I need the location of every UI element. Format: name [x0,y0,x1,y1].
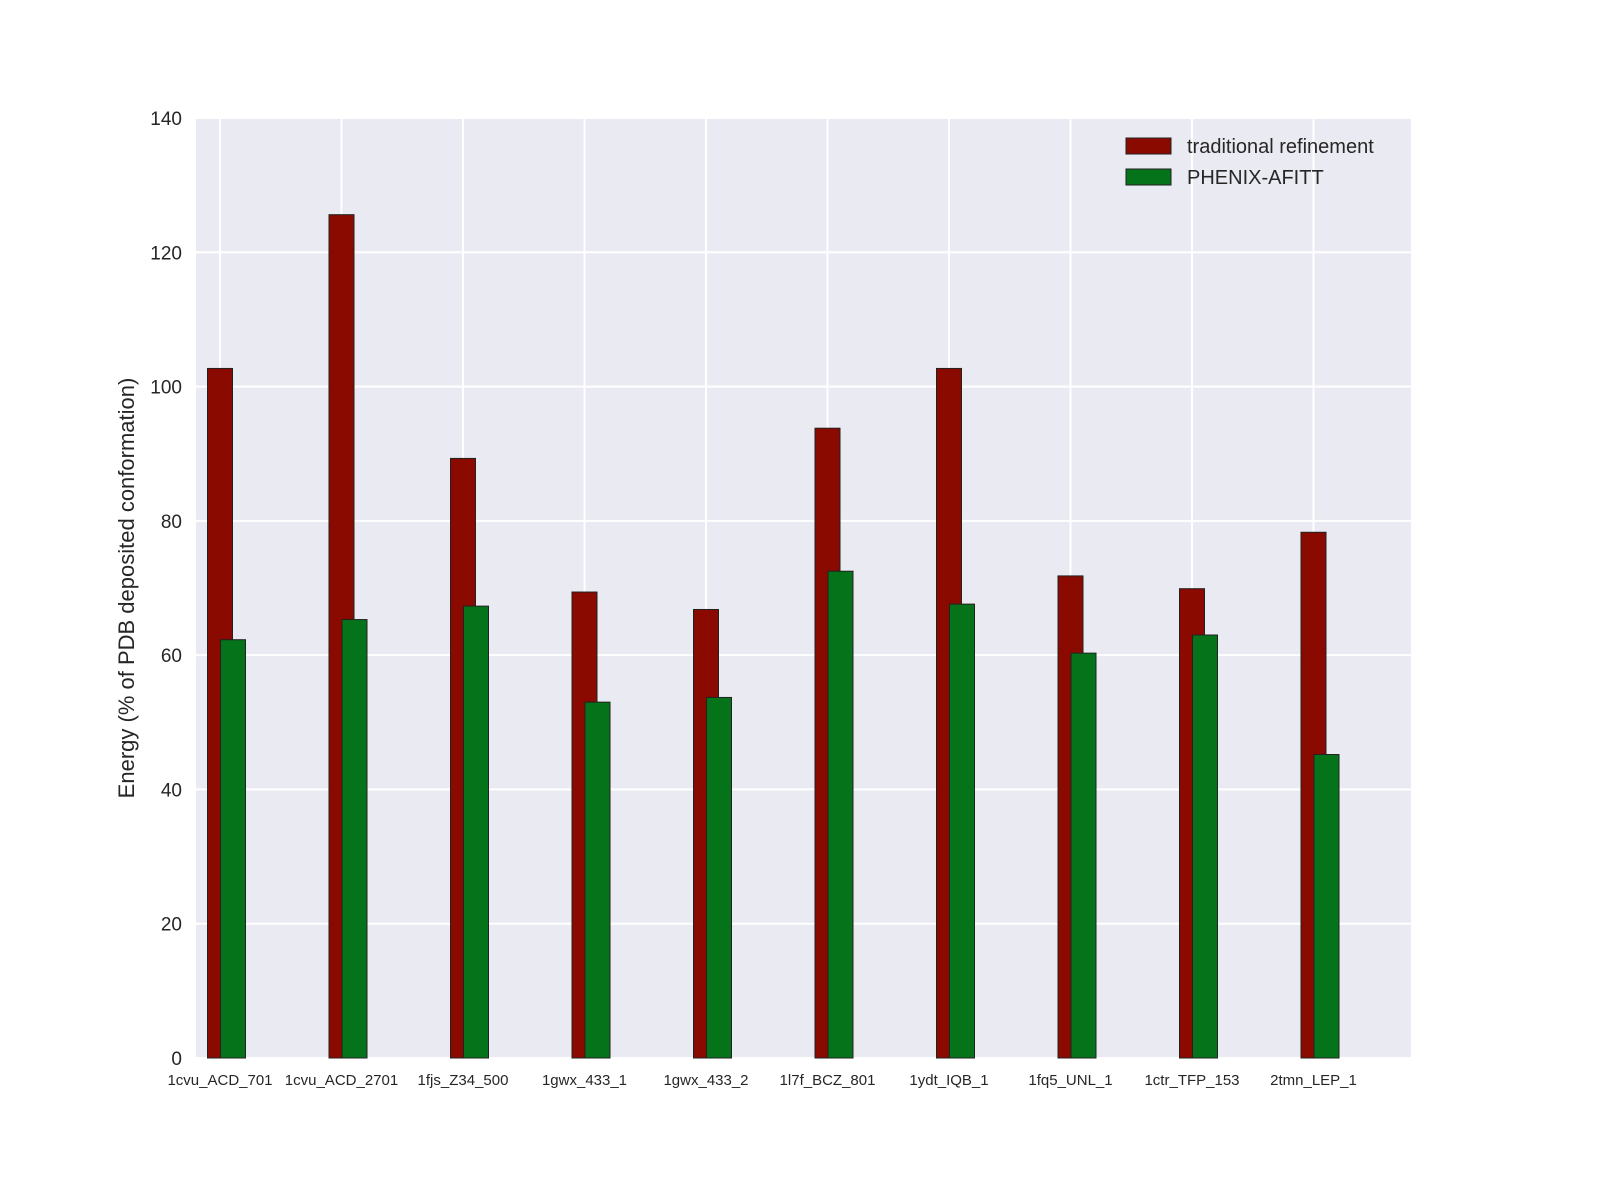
legend: traditional refinement PHENIX-AFITT [1125,136,1374,189]
y-tick-label: 80 [161,512,182,533]
x-tick-label: 1cvu_ACD_2701 [285,1072,398,1089]
bar-phenix-afitt-2tmn_LEP_1 [1313,754,1340,1059]
y-tick-label: 140 [150,109,182,130]
x-tick-label: 1gwx_433_2 [663,1072,748,1089]
x-tick-labels: 1cvu_ACD_701 1cvu_ACD_2701 1fjs_Z34_500 1gw… [167,1072,1356,1089]
y-tick-label: 40 [161,780,182,801]
bar-phenix-afitt-1fq5_UNL_1 [1070,652,1097,1059]
legend-label: traditional refinement [1187,136,1374,158]
bar-phenix-afitt-1gwx_433_1 [584,701,611,1059]
x-tick-label: 1ctr_TFP_153 [1144,1072,1239,1089]
x-tick-label: 1gwx_433_1 [542,1072,627,1089]
bar-phenix-afitt-1gwx_433_2 [706,696,732,1059]
bar-phenix-afitt-1fjs_Z34_500 [463,605,489,1059]
x-tick-label: 1ydt_IQB_1 [909,1072,988,1089]
plot-background [196,118,1411,1058]
y-tick-label: 100 [150,378,182,399]
y-tick-labels: 0 20 40 60 80 100 120 140 [150,109,182,1070]
bar-phenix-afitt-1cvu_ACD_2701 [341,619,368,1059]
y-tick-label: 0 [171,1049,182,1070]
x-tick-label: 2tmn_LEP_1 [1270,1072,1357,1089]
bar-phenix-afitt-1ctr_TFP_153 [1192,634,1218,1059]
x-tick-label: 1l7f_BCZ_801 [780,1072,876,1089]
y-axis-label: Energy (% of PDB deposited conformation) [114,378,139,799]
bars [207,214,1340,1059]
y-tick-label: 20 [161,915,182,936]
x-tick-label: 1fq5_UNL_1 [1028,1072,1112,1089]
legend-label: PHENIX-AFITT [1187,167,1324,189]
legend-swatch [1125,168,1172,186]
x-tick-label: 1cvu_ACD_701 [167,1072,272,1089]
y-tick-label: 120 [150,243,182,264]
y-tick-label: 60 [161,646,182,667]
legend-swatch [1125,137,1172,155]
bar-phenix-afitt-1l7f_BCZ_801 [827,570,854,1059]
bar-phenix-afitt-1ydt_IQB_1 [949,603,975,1059]
x-tick-label: 1fjs_Z34_500 [418,1072,509,1089]
bar-phenix-afitt-1cvu_ACD_701 [220,639,246,1059]
